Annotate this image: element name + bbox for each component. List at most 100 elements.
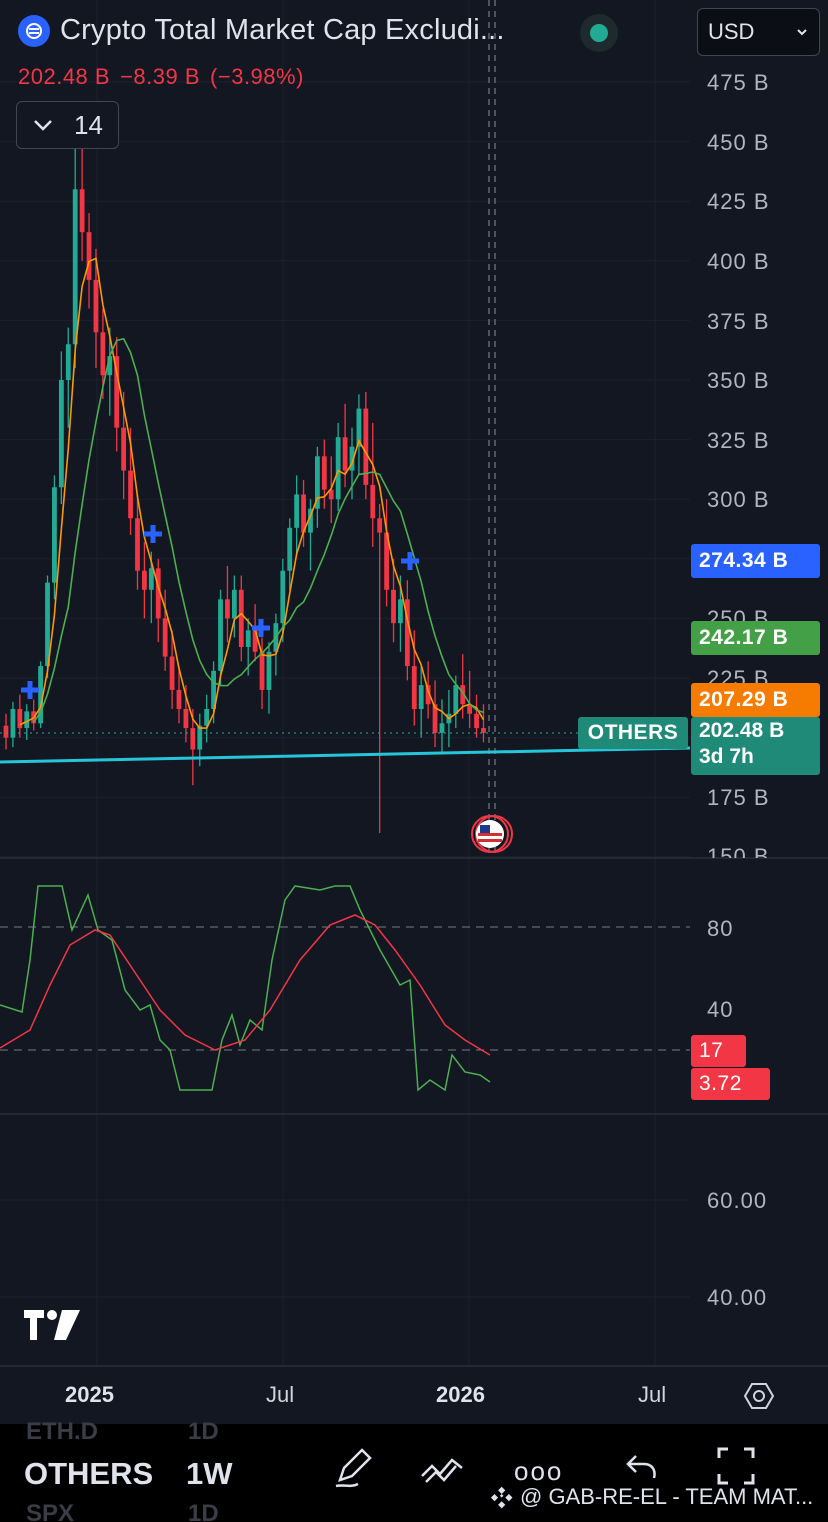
signal-cross-marker <box>401 552 419 570</box>
candle-body <box>183 708 189 729</box>
candle-body <box>425 685 431 705</box>
ma-green-price-tag: 242.17 B <box>691 621 820 655</box>
trend-line-icon[interactable] <box>420 1446 466 1495</box>
candle-body <box>335 437 341 500</box>
ghost-symbol: ETH.D <box>26 1418 98 1445</box>
fullscreen-icon[interactable] <box>716 1446 756 1491</box>
candle-body <box>211 670 216 709</box>
candle-body <box>315 456 320 509</box>
candle-body <box>162 618 168 657</box>
ghost-symbol: SPX <box>26 1500 75 1522</box>
candle-body <box>411 666 417 709</box>
current-price: 202.48 B <box>699 719 785 742</box>
price-summary: 202.48 B −8.39 B (−3.98%) <box>18 64 304 90</box>
pane3-axis-label: 40.00 <box>707 1285 768 1310</box>
us-flag-event-icon[interactable] <box>470 814 518 854</box>
chart-canvas[interactable] <box>0 0 828 1424</box>
market-status-icon[interactable] <box>580 14 618 52</box>
price-change: −8.39 B <box>120 64 201 89</box>
candle-body <box>266 651 272 690</box>
candle-body <box>58 380 64 488</box>
pencil-icon[interactable] <box>332 1446 372 1495</box>
candle-body <box>218 599 223 671</box>
more-button[interactable]: ooo <box>514 1456 564 1486</box>
candle-body <box>287 527 293 571</box>
candle-body <box>79 189 85 233</box>
candle-body <box>439 723 445 733</box>
candle-body <box>391 589 396 624</box>
candle-body <box>93 279 99 333</box>
candle-body <box>45 582 50 667</box>
chevron-down-icon <box>34 120 52 131</box>
bar-countdown: 3d 7h <box>699 745 754 768</box>
price-axis-label: 450 B <box>707 130 770 155</box>
symbol-button[interactable]: OTHERS <box>24 1456 154 1491</box>
candle-body <box>38 666 43 724</box>
candle-body <box>474 713 479 729</box>
price-axis-label: 175 B <box>707 785 770 810</box>
candle-body <box>294 494 300 528</box>
price-axis-label: 425 B <box>707 189 770 214</box>
timeframe-button[interactable]: 1W <box>186 1456 233 1491</box>
currency-select[interactable]: USD <box>697 8 820 56</box>
candle-body <box>142 570 147 590</box>
candle-body <box>107 356 113 376</box>
candle-body <box>65 344 71 380</box>
ghost-timeframe: 1D <box>188 1500 219 1522</box>
candle-body <box>418 685 424 709</box>
candle-body <box>245 630 251 648</box>
bottom-toolbar <box>0 1424 828 1522</box>
candle-body <box>204 708 210 726</box>
time-axis-label: Jul <box>266 1382 295 1407</box>
candle-body <box>308 508 313 533</box>
candle-body <box>155 568 161 619</box>
gear-icon[interactable] <box>743 1381 775 1416</box>
rsi-axis-label: 80 <box>707 916 734 941</box>
price-axis-label: 475 B <box>707 70 770 95</box>
chevron-down-icon <box>797 29 807 36</box>
candle-body <box>231 589 237 619</box>
candle-body <box>121 427 127 471</box>
stoch-d-line <box>0 914 491 1056</box>
candle-body <box>453 685 459 714</box>
candle-body <box>370 484 376 519</box>
candle-body <box>280 570 286 624</box>
last-price: 202.48 B <box>18 64 111 89</box>
moving-averages <box>0 257 691 764</box>
candle-body <box>460 685 466 705</box>
candle-body <box>384 532 389 590</box>
stoch-rsi-pane <box>0 885 690 1092</box>
candle-body <box>342 437 348 471</box>
ma-blue-price-tag: 274.34 B <box>691 544 820 578</box>
candle-body <box>404 599 410 667</box>
ma-green-line <box>33 337 484 723</box>
candle-body <box>169 656 175 690</box>
price-axis-label: 150 B <box>707 844 770 858</box>
candle-body <box>86 232 92 280</box>
candle-body <box>148 568 154 590</box>
price-axis-label: 350 B <box>707 368 770 393</box>
candle-body <box>17 708 23 729</box>
undo-icon[interactable] <box>624 1446 660 1491</box>
price-axis-label: 375 B <box>707 309 770 334</box>
candle-body <box>252 630 258 652</box>
candle-body <box>398 599 403 624</box>
candle-body <box>363 408 369 485</box>
candle-body <box>432 704 438 733</box>
binance-icon <box>490 1486 513 1509</box>
candle-body <box>52 487 57 583</box>
candle-body <box>10 708 16 738</box>
candle-body <box>190 728 196 750</box>
signal-cross-marker <box>144 525 162 543</box>
candle-body <box>176 689 182 709</box>
chart-title[interactable]: Crypto Total Market Cap Excludi... <box>60 14 505 46</box>
time-axis-label: 2025 <box>65 1382 114 1407</box>
indicators-collapse-button[interactable]: 14 <box>16 101 119 149</box>
support-trendline <box>0 746 691 764</box>
author-watermark: @ GAB-RE-EL - TEAM MAT... <box>490 1484 813 1510</box>
indicator-count: 14 <box>74 109 103 140</box>
ma-orange-line <box>19 257 485 729</box>
candle-body <box>481 728 486 733</box>
price-axis-label: 400 B <box>707 249 770 274</box>
ma-orange-price-tag: 207.29 B <box>691 683 820 717</box>
